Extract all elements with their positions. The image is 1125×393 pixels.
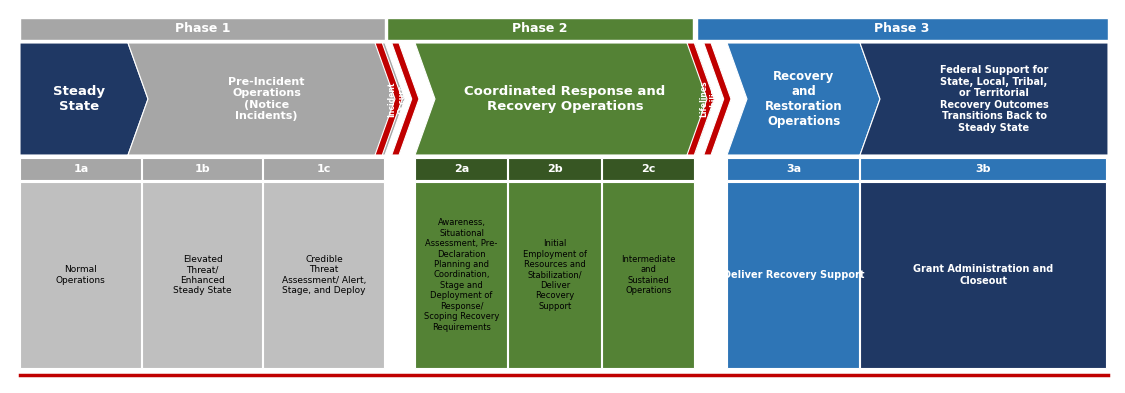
Bar bbox=[20, 182, 141, 368]
Bar bbox=[415, 182, 507, 368]
Polygon shape bbox=[704, 43, 731, 155]
Polygon shape bbox=[392, 43, 418, 155]
Text: Initial
Employment of
Resources and
Stabilization/
Deliver
Recovery
Support: Initial Employment of Resources and Stab… bbox=[523, 239, 587, 311]
Text: 2b: 2b bbox=[547, 164, 562, 174]
Bar bbox=[698, 18, 1108, 40]
Text: Steady
State: Steady State bbox=[53, 85, 105, 113]
Text: Pre-Incident
Operations
(Notice
Incidents): Pre-Incident Operations (Notice Incident… bbox=[228, 77, 305, 121]
Polygon shape bbox=[375, 43, 403, 155]
Text: Awareness,
Situational
Assessment, Pre-
Declaration
Planning and
Coordination,
S: Awareness, Situational Assessment, Pre- … bbox=[424, 219, 500, 332]
Text: Recovery
and
Restoration
Operations: Recovery and Restoration Operations bbox=[765, 70, 843, 128]
Text: Coordinated Response and
Recovery Operations: Coordinated Response and Recovery Operat… bbox=[465, 85, 666, 113]
Bar bbox=[263, 158, 384, 180]
Text: 1b: 1b bbox=[195, 164, 210, 174]
Text: 3b: 3b bbox=[975, 164, 991, 174]
Text: 2c: 2c bbox=[641, 164, 656, 174]
Bar bbox=[727, 182, 860, 368]
Text: Grant Administration and
Closeout: Grant Administration and Closeout bbox=[912, 264, 1053, 286]
Text: 1a: 1a bbox=[73, 164, 89, 174]
Polygon shape bbox=[687, 43, 714, 155]
Text: Phase 2: Phase 2 bbox=[512, 22, 568, 35]
Bar bbox=[142, 158, 262, 180]
Text: 1c: 1c bbox=[317, 164, 332, 174]
Text: Phase 3: Phase 3 bbox=[874, 22, 929, 35]
Bar bbox=[508, 158, 601, 180]
Polygon shape bbox=[128, 43, 405, 155]
Text: Normal
Operations: Normal Operations bbox=[56, 265, 106, 285]
Text: Incident
Occurs: Incident Occurs bbox=[387, 81, 407, 117]
Bar bbox=[860, 182, 1106, 368]
Bar bbox=[387, 18, 693, 40]
Text: Lifelines
Stabilized: Lifelines Stabilized bbox=[700, 77, 719, 120]
Text: Deliver Recovery Support: Deliver Recovery Support bbox=[722, 270, 864, 280]
Text: 3a: 3a bbox=[786, 164, 801, 174]
Polygon shape bbox=[20, 43, 148, 155]
Bar bbox=[727, 158, 860, 180]
Polygon shape bbox=[727, 43, 880, 155]
Bar bbox=[508, 182, 601, 368]
Bar bbox=[20, 18, 385, 40]
Polygon shape bbox=[860, 43, 1108, 155]
Text: Intermediate
and
Sustained
Operations: Intermediate and Sustained Operations bbox=[621, 255, 676, 295]
Bar bbox=[142, 182, 262, 368]
Text: Phase 1: Phase 1 bbox=[174, 22, 231, 35]
Bar bbox=[602, 158, 694, 180]
Text: Credible
Threat
Assessment/ Alert,
Stage, and Deploy: Credible Threat Assessment/ Alert, Stage… bbox=[282, 255, 367, 295]
Bar bbox=[602, 182, 694, 368]
Bar bbox=[860, 158, 1106, 180]
Text: Elevated
Threat/
Enhanced
Steady State: Elevated Threat/ Enhanced Steady State bbox=[173, 255, 232, 295]
Bar bbox=[20, 158, 141, 180]
Text: 2a: 2a bbox=[455, 164, 469, 174]
Polygon shape bbox=[415, 43, 716, 155]
Bar bbox=[415, 158, 507, 180]
Bar bbox=[263, 182, 384, 368]
Text: Federal Support for
State, Local, Tribal,
or Territorial
Recovery Outcomes
Trans: Federal Support for State, Local, Tribal… bbox=[939, 65, 1048, 133]
